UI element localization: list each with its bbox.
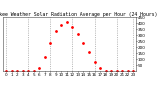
Title: Milwaukee Weather Solar Radiation Average per Hour (24 Hours): Milwaukee Weather Solar Radiation Averag… (0, 12, 157, 17)
